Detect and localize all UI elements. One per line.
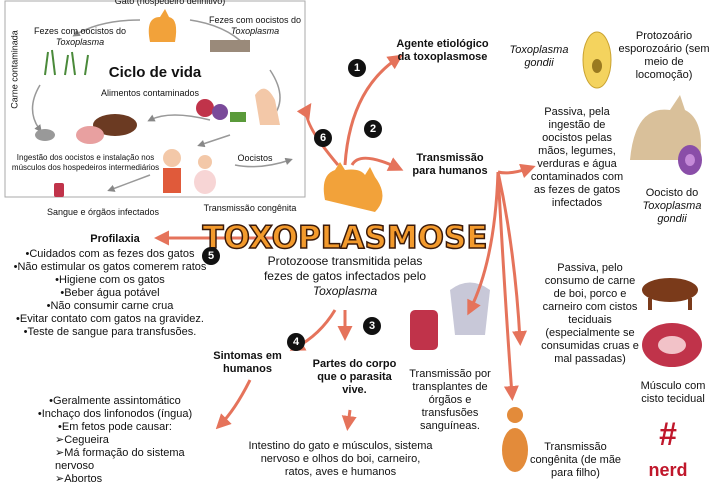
list-item: •Beber água potável <box>60 287 160 299</box>
agent-species: Toxoplasma gondii <box>509 44 569 69</box>
transmission-oral: Passiva, pela ingestão de oocistos pelas… <box>530 106 624 209</box>
cycle-feces-right: Fezes com oocistos do Toxoplasma <box>208 15 302 36</box>
agent-description: Protozoário esporozoário (sem meio de lo… <box>618 30 710 81</box>
branch-arrows <box>154 54 536 431</box>
cycle-blood: Sangue e órgãos infectados <box>46 207 160 217</box>
transmission-transplant: Transmissão por transplantes de órgãos e… <box>409 368 491 432</box>
agent-title: Agente etiológico da toxoplasmose <box>396 38 489 63</box>
number-badge: 3 <box>363 317 381 335</box>
number-badge: 6 <box>314 129 332 147</box>
list-item: ➢Má formação do sistema nervoso <box>55 447 185 472</box>
list-item: •Cuidados com as fezes dos gatos <box>25 248 195 260</box>
transmission-title: Transmissão para humanos <box>412 152 488 177</box>
prophylaxis-list: •Cuidados com as fezes dos gatos •Não est… <box>5 248 215 339</box>
logo-hash: # <box>659 416 677 452</box>
body-title: Partes do corpo que o parasita vive. <box>312 358 397 396</box>
cycle-cat: Gato (hospedeiro definitivo) <box>114 0 226 6</box>
muscle-caption: Músculo com cisto tecidual <box>640 380 706 405</box>
cycle-feces-left: Fezes com oocistos do Toxoplasma <box>33 26 127 47</box>
list-item: •Evitar contato com gatos na gravidez. <box>16 313 204 325</box>
symptoms-list: •Geralmente assintomático •Inchaço dos li… <box>20 395 210 486</box>
main-title: TOXOPLASMOSE <box>202 220 487 256</box>
illustrations: # nerd <box>35 9 702 480</box>
cycle-title: Ciclo de vida <box>108 64 202 81</box>
list-item: •Teste de sangue para transfusões. <box>23 326 197 338</box>
transmission-meat: Passiva, pelo consumo de carne de boi, p… <box>541 262 639 365</box>
list-item: •Higiene com os gatos <box>55 274 165 286</box>
list-item: •Em fetos pode causar: <box>58 421 172 433</box>
number-badge: 4 <box>287 333 305 351</box>
number-badge: 1 <box>348 59 366 77</box>
list-item: •Não consumir carne crua <box>46 300 174 312</box>
list-item: ➢Abortos <box>55 473 103 485</box>
cycle-food: Alimentos contaminados <box>100 88 200 98</box>
list-item: •Não estimular os gatos comerem ratos <box>13 261 207 273</box>
oocyst-caption: Oocisto do Toxoplasma gondii <box>642 187 702 225</box>
symptoms-title: Sintomas em humanos <box>213 350 282 375</box>
subtitle: Protozoose transmitida pelas fezes de ga… <box>263 254 427 298</box>
transmission-congenital: Transmissão congênita (de mãe para filho… <box>529 441 622 479</box>
prophylaxis-title: Profilaxia <box>90 233 140 245</box>
list-item: •Geralmente assintomático <box>49 395 181 407</box>
cycle-ingestion: Ingestão dos oocistos e instalação nos m… <box>11 153 160 172</box>
body-text: Intestino do gato e músculos, sistema ne… <box>248 440 433 478</box>
cycle-meat: Carne contaminada <box>9 30 20 109</box>
cycle-oocysts: Oocistos <box>237 153 273 163</box>
logo-text: nerd <box>648 460 687 480</box>
number-badge: 5 <box>202 247 220 265</box>
number-badge: 2 <box>364 120 382 138</box>
list-item: ➢Cegueira <box>55 434 109 446</box>
list-item: •Inchaço dos linfonodos (íngua) <box>37 408 193 420</box>
cycle-frame <box>4 0 306 198</box>
cycle-congenital: Transmissão congênita <box>203 203 297 213</box>
